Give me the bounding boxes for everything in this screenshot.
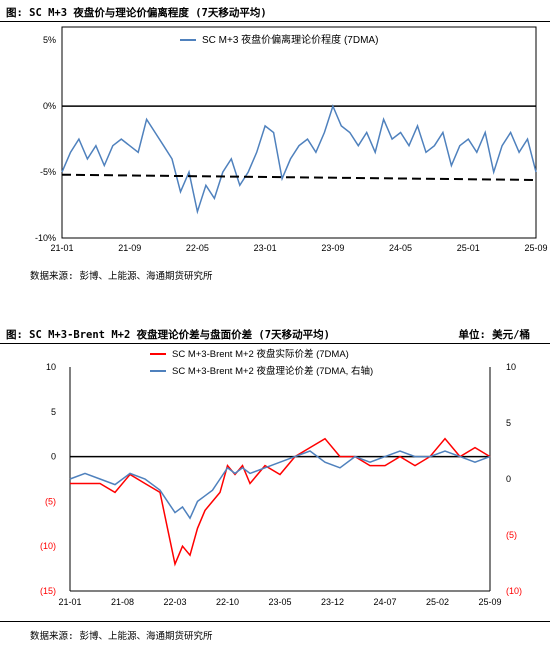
x-tick-label: 21-08 — [111, 597, 134, 607]
figure2-source: 数据来源: 彭博、上能源、海通期货研究所 — [30, 631, 213, 642]
left-y-tick-label: 5 — [51, 407, 56, 417]
left-y-tick-label: (5) — [45, 496, 56, 506]
right-y-tick-label: 0 — [506, 474, 511, 484]
x-tick-label: 21-01 — [58, 597, 81, 607]
figure2-bottom-rule — [0, 621, 550, 622]
series-deviation-line — [61, 103, 537, 215]
right-y-tick-label: 10 — [506, 362, 516, 372]
dashed-trend-line — [61, 173, 537, 181]
y-tick-label: -10% — [35, 233, 56, 243]
x-tick-label: 22-03 — [163, 597, 186, 607]
x-tick-label: 23-12 — [321, 597, 344, 607]
x-tick-label: 25-09 — [478, 597, 501, 607]
x-tick-label: 21-09 — [118, 243, 141, 253]
right-y-tick-label: (10) — [506, 586, 522, 596]
left-y-tick-label: 10 — [46, 362, 56, 372]
figure1-title: 图: SC M+3 夜盘价与理论价偏离程度 (7天移动平均) — [6, 7, 267, 19]
y-tick-label: 5% — [43, 35, 56, 45]
figure2-title: 图: SC M+3-Brent M+2 夜盘理论价差与盘面价差 (7天移动平均) — [6, 329, 330, 341]
x-tick-label: 25-09 — [524, 243, 547, 253]
y-tick-label: -5% — [40, 167, 56, 177]
figure1-title-rule — [0, 21, 550, 22]
legend-label: SC M+3 夜盘价偏离理论价程度 (7DMA) — [202, 33, 378, 46]
x-tick-label: 23-01 — [254, 243, 277, 253]
series-actual-spread-line — [70, 437, 491, 567]
right-y-tick-label: (5) — [506, 530, 517, 540]
x-tick-label: 25-01 — [457, 243, 480, 253]
x-tick-label: 22-05 — [186, 243, 209, 253]
figure1-source: 数据来源: 彭博、上能源、海通期货研究所 — [30, 271, 213, 282]
left-y-tick-label: (15) — [40, 586, 56, 596]
legend-label: SC M+3-Brent M+2 夜盘实际价差 (7DMA) — [172, 348, 349, 360]
x-tick-label: 21-01 — [50, 243, 73, 253]
figure2-unit: 单位: 美元/桶 — [458, 329, 530, 341]
series-theoretical-spread-line — [69, 450, 491, 520]
y-tick-label: 0% — [43, 101, 56, 111]
x-tick-label: 24-05 — [389, 243, 412, 253]
figure2-title-rule — [0, 343, 550, 344]
x-tick-label: 23-09 — [321, 243, 344, 253]
x-tick-label: 25-02 — [426, 597, 449, 607]
x-tick-label: 23-05 — [268, 597, 291, 607]
chart1: 5% 0% -5% -10%21-01 21-09 22-05 23-01 23-09 24-0… — [35, 26, 548, 253]
plot-frame — [61, 26, 537, 239]
x-tick-label: 24-07 — [373, 597, 396, 607]
left-y-tick-label: (10) — [40, 541, 56, 551]
legend-label: SC M+3-Brent M+2 夜盘理论价差 (7DMA, 右轴) — [172, 365, 373, 377]
x-tick-label: 22-10 — [216, 597, 239, 607]
right-y-tick-label: 5 — [506, 418, 511, 428]
left-y-tick-label: 0 — [51, 452, 56, 462]
chart2: 10 5 0 (5) (10) (15) 10 5 0 (5) (10) 21-01 21-08 22-0… — [40, 348, 522, 607]
